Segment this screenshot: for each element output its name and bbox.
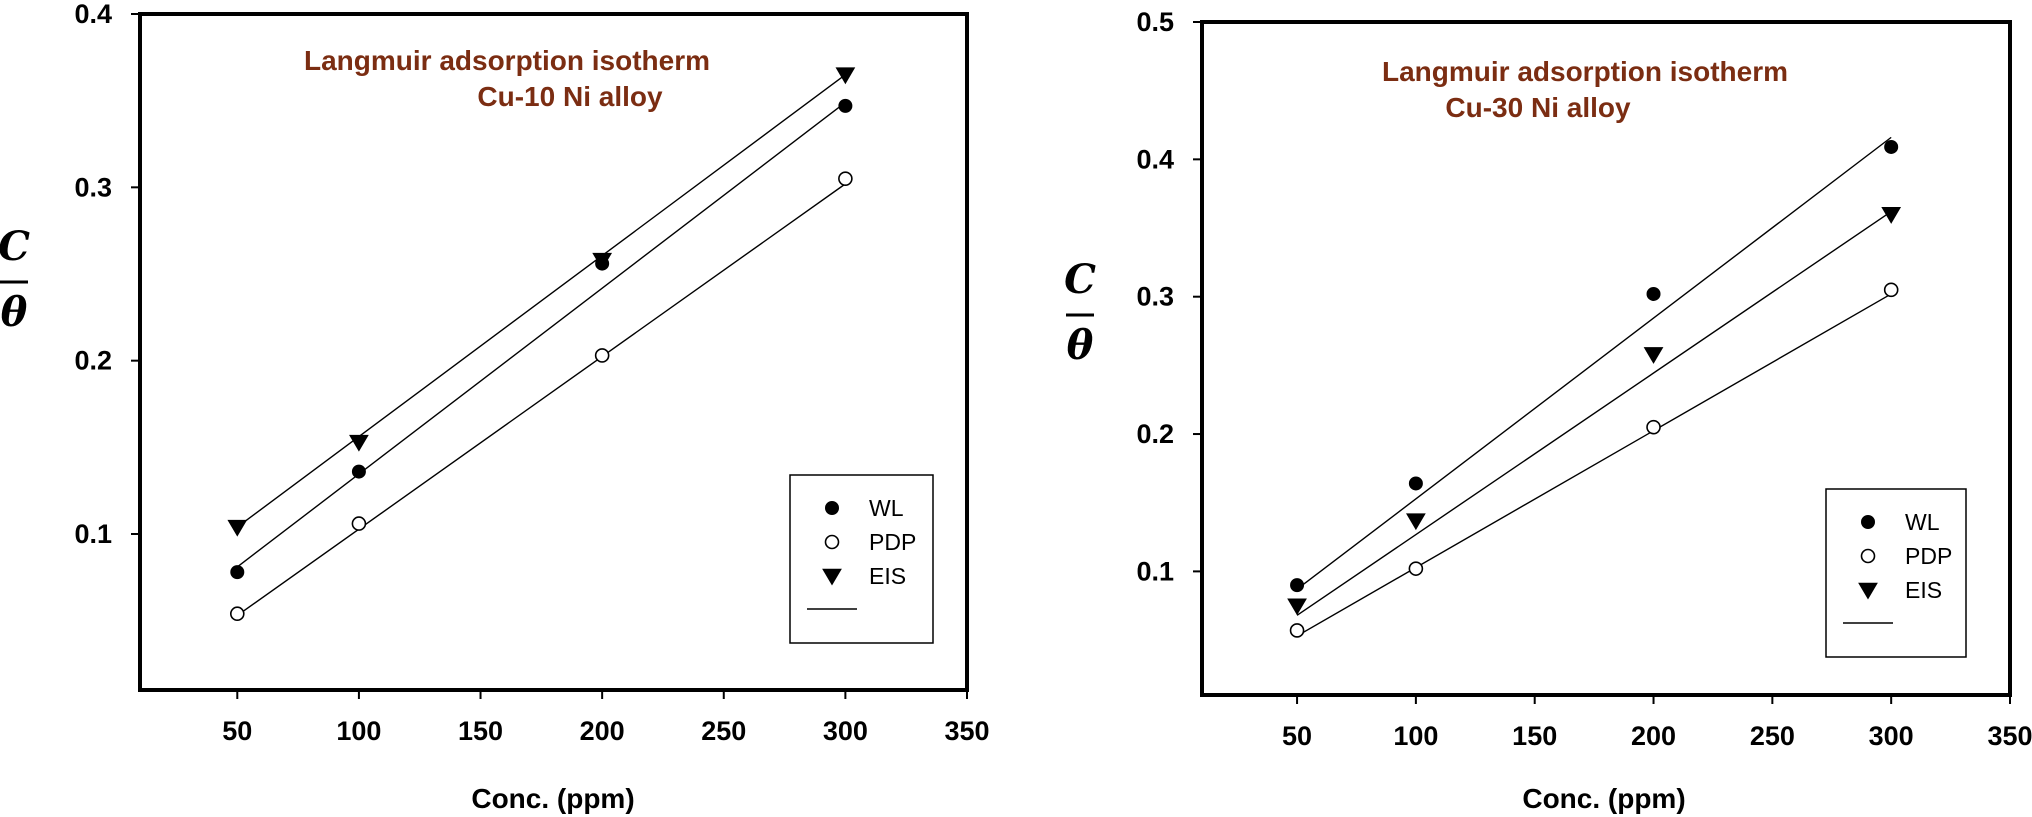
data-point-wl xyxy=(1884,139,1899,154)
legend-box xyxy=(789,474,934,644)
data-point-wl xyxy=(351,464,366,479)
y-tick-label: 0.3 xyxy=(1136,282,1174,312)
chart-subtitle: Cu-30 Ni alloy xyxy=(1445,92,1631,123)
x-axis-label: Conc. (ppm) xyxy=(1522,783,1685,814)
data-point-eis xyxy=(1406,513,1426,531)
y-tick-label: 0.2 xyxy=(74,346,112,376)
x-tick-label: 300 xyxy=(823,716,868,746)
fit-line-eis xyxy=(236,74,846,528)
y-tick-label: 0.5 xyxy=(1136,7,1174,37)
data-point-pdp xyxy=(1408,561,1424,576)
chart-subtitle: Cu-10 Ni alloy xyxy=(477,81,663,112)
y-tick-label: 0.3 xyxy=(74,172,112,202)
x-tick-label: 350 xyxy=(1987,721,2032,751)
x-tick-label: 150 xyxy=(458,716,503,746)
x-tick-label: 50 xyxy=(222,716,252,746)
x-tick-label: 350 xyxy=(944,716,989,746)
x-tick-label: 250 xyxy=(1750,721,1795,751)
legend-marker-wl xyxy=(1861,515,1875,529)
x-tick-label: 100 xyxy=(336,716,381,746)
x-tick-label: 200 xyxy=(1631,721,1676,751)
fit-line-eis xyxy=(1296,210,1892,616)
y-tick-label: 0.4 xyxy=(74,0,112,29)
fit-line-pdp xyxy=(1296,293,1892,637)
fit-line-pdp xyxy=(236,183,846,617)
y-tick-label: 0.2 xyxy=(1136,419,1174,449)
data-point-pdp xyxy=(351,516,367,531)
legend-label-eis: EIS xyxy=(1905,577,1942,603)
plot-frame xyxy=(1200,20,2012,697)
data-point-pdp xyxy=(838,171,853,186)
legend-marker-eis xyxy=(822,568,842,586)
y-axis-label-numerator: C xyxy=(0,223,30,270)
legend-label-eis: EIS xyxy=(869,563,906,589)
fit-line-wl xyxy=(236,101,846,568)
data-point-eis xyxy=(1287,598,1307,616)
x-axis-label: Conc. (ppm) xyxy=(471,783,634,814)
legend-marker-pdp xyxy=(824,534,840,550)
x-tick-label: 250 xyxy=(701,716,746,746)
chart-cu30ni: 50 100 150 200 250 300 350 0.1 0.2 0.3 0.4 0.5 Conc.… xyxy=(1064,7,2032,814)
chart-title: Langmuir adsorption isotherm xyxy=(304,45,710,76)
data-point-pdp xyxy=(1883,282,1899,298)
chart-cu10ni: 50 100 150 200 250 300 350 0.1 0.2 0.3 0.4 Conc. (p… xyxy=(0,0,990,814)
x-tick-label: 200 xyxy=(580,716,625,746)
legend-label-pdp: PDP xyxy=(869,529,916,555)
data-point-wl xyxy=(838,98,853,113)
y-axis-label-denominator: θ xyxy=(1,289,28,336)
data-point-eis xyxy=(1643,347,1664,364)
plot-frame xyxy=(138,12,969,692)
legend-marker-wl xyxy=(825,501,839,515)
x-tick-label: 50 xyxy=(1282,721,1312,751)
y-tick-label: 0.4 xyxy=(1136,144,1174,174)
data-point-pdp xyxy=(229,606,245,622)
legend-label-wl: WL xyxy=(1905,509,1940,535)
data-point-wl xyxy=(1646,286,1661,301)
y-tick-label: 0.1 xyxy=(74,519,112,549)
data-point-eis xyxy=(835,67,856,85)
x-tick-label: 150 xyxy=(1512,721,1557,751)
data-point-eis xyxy=(227,519,248,537)
data-point-eis xyxy=(592,252,613,270)
legend-label-wl: WL xyxy=(869,495,904,521)
chart-title: Langmuir adsorption isotherm xyxy=(1382,56,1788,87)
data-point-eis xyxy=(349,434,369,452)
y-axis-label-numerator: C xyxy=(1064,256,1096,303)
legend-marker-pdp xyxy=(1860,548,1876,564)
data-point-wl xyxy=(1290,578,1305,593)
legend-marker-eis xyxy=(1858,582,1878,600)
data-point-pdp xyxy=(594,348,610,363)
legend-box xyxy=(1825,488,1967,658)
data-point-wl xyxy=(1408,476,1423,491)
data-point-pdp xyxy=(1646,419,1661,435)
data-point-wl xyxy=(230,565,245,580)
x-tick-label: 100 xyxy=(1393,721,1438,751)
data-point-pdp xyxy=(1289,623,1305,638)
y-tick-label: 0.1 xyxy=(1136,556,1174,586)
legend-label-pdp: PDP xyxy=(1905,543,1952,569)
x-tick-label: 300 xyxy=(1869,721,1914,751)
fit-line-wl xyxy=(1296,136,1892,590)
data-point-eis xyxy=(1881,207,1902,224)
y-axis-label-denominator: θ xyxy=(1067,322,1094,369)
